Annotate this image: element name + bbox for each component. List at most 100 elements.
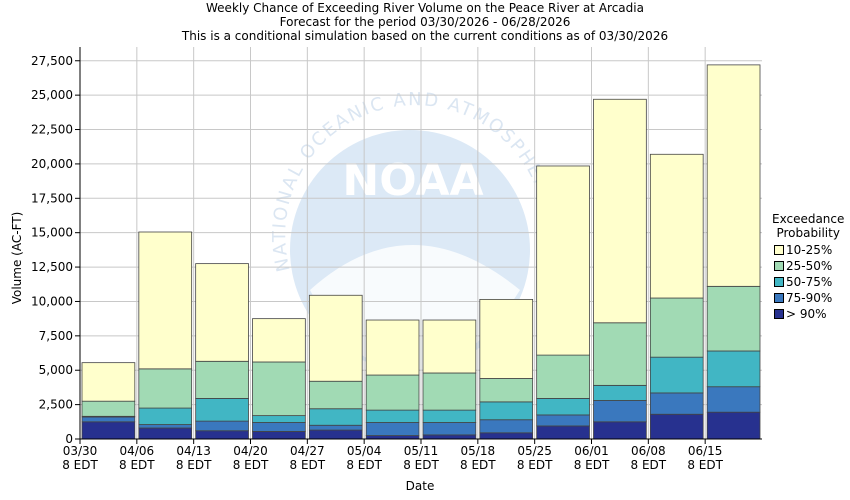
bar-segment-25-50 xyxy=(138,368,193,409)
x-tick-label-date: 05/25 xyxy=(517,444,552,458)
bar-segment-50-75 xyxy=(479,401,534,421)
y-tick-label: 12,500 xyxy=(31,260,73,274)
y-tick-label: 7,500 xyxy=(39,329,73,343)
y-tick-label: 27,500 xyxy=(31,54,73,68)
x-tick-label-time: 8 EDT xyxy=(460,458,496,472)
bar-segment-90 xyxy=(593,421,647,440)
bar-segment-90 xyxy=(308,429,363,440)
legend-item: 10-25% xyxy=(774,242,844,258)
x-axis-label: Date xyxy=(406,479,435,493)
legend-swatch xyxy=(774,261,784,271)
bar-segment-10-25 xyxy=(365,319,420,376)
legend-title-line-1: Exceedance xyxy=(772,212,845,226)
legend-item: 25-50% xyxy=(774,258,844,274)
bar-segment-25-50 xyxy=(308,380,363,410)
bar-segment-90 xyxy=(81,421,136,440)
x-tick-label-time: 8 EDT xyxy=(233,458,269,472)
bar-segment-10-25 xyxy=(536,165,590,356)
bar-segment-90 xyxy=(252,431,306,440)
bar-segment-50-75 xyxy=(536,398,590,416)
legend-label: 10-25% xyxy=(786,243,833,257)
bar-segment-25-50 xyxy=(479,378,534,403)
y-tick-label: 17,500 xyxy=(31,191,73,205)
y-axis-ticks: 0 2,500 5,000 7,500 10,000 12,500 15,000 17,500… xyxy=(31,54,80,446)
bar-segment-75-90 xyxy=(649,392,704,415)
bar-segment-50-75 xyxy=(252,415,306,423)
legend-item: 50-75% xyxy=(774,274,844,290)
x-tick-label-date: 06/08 xyxy=(631,444,666,458)
bar-segment-90 xyxy=(138,427,193,440)
x-tick-label-date: 06/15 xyxy=(688,444,723,458)
bar-segment-50-75 xyxy=(138,407,193,425)
bar-segment-50-75 xyxy=(593,384,647,401)
bar-segment-10-25 xyxy=(252,318,306,363)
bar-segment-75-90 xyxy=(593,400,647,423)
x-tick-label-date: 04/20 xyxy=(233,444,268,458)
bar-segment-50-75 xyxy=(195,398,249,422)
x-tick-label-date: 04/13 xyxy=(176,444,211,458)
x-tick-label-date: 05/04 xyxy=(347,444,382,458)
bar-segment-10-25 xyxy=(649,153,704,299)
bar-segment-25-50 xyxy=(252,361,306,417)
grid-lines xyxy=(80,47,762,439)
bar-segment-90 xyxy=(195,430,249,440)
bar-segment-25-50 xyxy=(706,285,761,352)
bar-segment-25-50 xyxy=(649,297,704,358)
bar-segment-25-50 xyxy=(593,322,647,386)
bar-segment-50-75 xyxy=(422,409,477,423)
legend-swatch xyxy=(774,245,784,255)
bar-segment-10-25 xyxy=(593,98,647,324)
x-tick-label-time: 8 EDT xyxy=(346,458,382,472)
chart-title-line-2: Forecast for the period 03/30/2026 - 06/… xyxy=(279,15,571,29)
x-tick-label-time: 8 EDT xyxy=(517,458,553,472)
y-tick-label: 20,000 xyxy=(31,157,73,171)
legend-swatch xyxy=(774,309,784,319)
x-tick-label-time: 8 EDT xyxy=(574,458,610,472)
bar-segment-75-90 xyxy=(536,414,590,427)
bar-segment-90 xyxy=(536,425,590,440)
x-tick-label-time: 8 EDT xyxy=(631,458,667,472)
y-tick-label: 25,000 xyxy=(31,88,73,102)
legend-title-line-2: Probability xyxy=(776,226,840,240)
bar-segment-10-25 xyxy=(479,298,534,379)
y-tick-label: 22,500 xyxy=(31,123,73,137)
y-axis-label: Volume (AC-FT) xyxy=(10,212,24,305)
bar-segment-50-75 xyxy=(649,356,704,394)
x-tick-label-time: 8 EDT xyxy=(290,458,326,472)
bar-segment-90 xyxy=(365,435,420,440)
x-tick-label-date: 04/27 xyxy=(290,444,325,458)
bar-segment-75-90 xyxy=(138,424,193,429)
x-tick-label-date: 06/01 xyxy=(574,444,609,458)
bar-segment-75-90 xyxy=(365,422,420,436)
y-tick-label: 0 xyxy=(65,432,73,446)
x-tick-label-date: 05/11 xyxy=(404,444,439,458)
bar-segment-25-50 xyxy=(195,360,249,399)
bar-segment-75-90 xyxy=(252,422,306,432)
bar-segment-75-90 xyxy=(422,422,477,436)
legend-label: 50-75% xyxy=(786,275,833,289)
x-tick-label-date: 04/06 xyxy=(120,444,155,458)
legend-item: 75-90% xyxy=(774,290,844,306)
legend-swatch xyxy=(774,277,784,287)
bar-segment-10-25 xyxy=(81,362,136,402)
legend-label: > 90% xyxy=(786,307,827,321)
bar-segment-10-25 xyxy=(706,64,761,287)
bar-segment-90 xyxy=(422,434,477,440)
bar-segment-25-50 xyxy=(536,354,590,399)
y-tick-label: 5,000 xyxy=(39,363,73,377)
bar-segment-75-90 xyxy=(706,386,761,413)
x-tick-label-time: 8 EDT xyxy=(403,458,439,472)
legend: Exceedance Probability 10-25% 25-50% 50-75… xyxy=(772,212,844,322)
x-tick-label-date: 05/18 xyxy=(461,444,496,458)
chart-title-line-1: Weekly Chance of Exceeding River Volume … xyxy=(206,1,644,15)
bar-segment-75-90 xyxy=(195,420,249,432)
bar-segment-25-50 xyxy=(81,400,136,417)
bar-segment-10-25 xyxy=(195,263,249,362)
bar-segment-75-90 xyxy=(308,424,363,431)
y-tick-label: 10,000 xyxy=(31,294,73,308)
legend-label: 25-50% xyxy=(786,259,833,273)
legend-label: 75-90% xyxy=(786,291,833,305)
bar-segment-25-50 xyxy=(422,372,477,411)
y-tick-label: 2,500 xyxy=(39,398,73,412)
